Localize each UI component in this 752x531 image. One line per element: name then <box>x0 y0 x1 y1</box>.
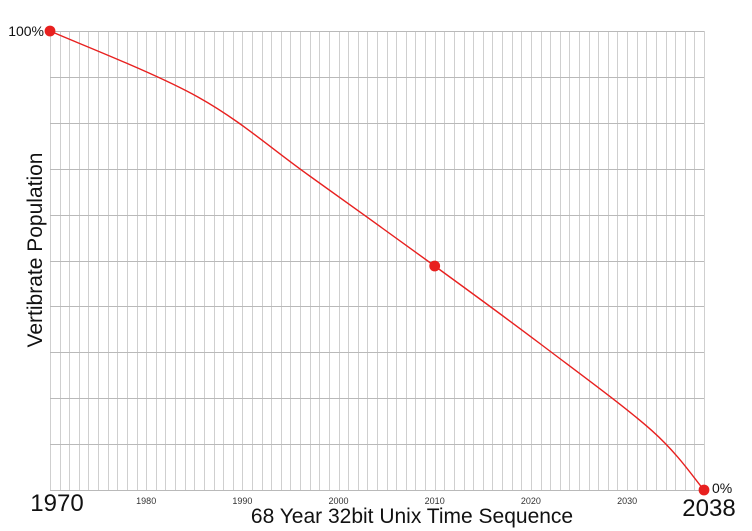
data-point-marker <box>44 25 56 37</box>
x-tick-label: 2000 <box>328 496 349 506</box>
x-tick-label: 1980 <box>136 496 157 506</box>
start-value-label: 100% <box>8 23 44 39</box>
data-point-marker <box>429 260 441 272</box>
y-axis-label: Vertibrate Population <box>24 152 47 348</box>
x-axis-title: 68 Year 32bit Unix Time Sequence <box>250 505 574 528</box>
x-tick-label: 2020 <box>520 496 541 506</box>
grid-vertical-lines <box>50 31 705 490</box>
x-tick-label: 2030 <box>617 496 638 506</box>
x-tick-label: 2010 <box>424 496 445 506</box>
x-axis-start-year-label: 1970 <box>30 490 84 517</box>
data-point-marker <box>698 484 710 496</box>
grid-horizontal-lines <box>50 31 704 491</box>
population-decline-curve <box>49 30 705 491</box>
x-tick-label: 1990 <box>232 496 253 506</box>
x-axis-end-year-label: 2038 <box>682 495 736 522</box>
end-value-label: 0% <box>712 480 733 496</box>
